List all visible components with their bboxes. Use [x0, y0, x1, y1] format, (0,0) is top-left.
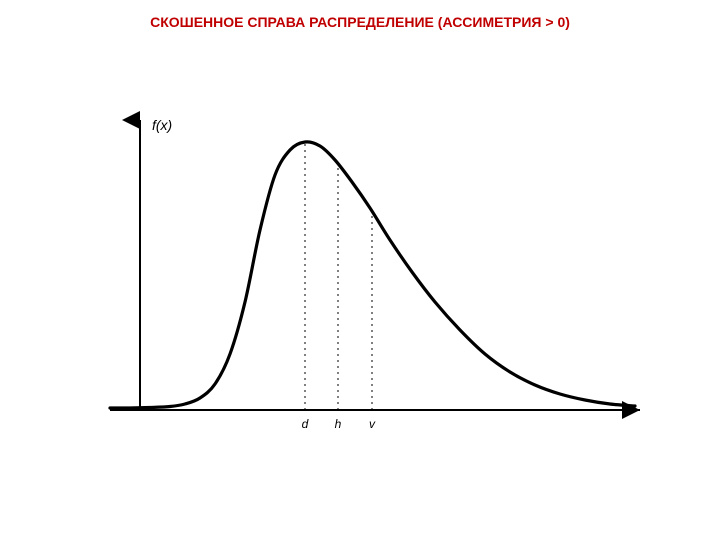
y-axis-label: f(x): [152, 117, 172, 133]
chart-container: f(x)xdhv: [0, 30, 720, 440]
distribution-chart: f(x)xdhv: [0, 30, 640, 440]
chart-title: СКОШЕННОЕ СПРАВА РАСПРЕДЕЛЕНИЕ (АССИМЕТР…: [0, 0, 720, 30]
reference-line-label: d: [302, 417, 309, 431]
reference-line-label: v: [369, 417, 376, 431]
chart-title-text: СКОШЕННОЕ СПРАВА РАСПРЕДЕЛЕНИЕ (АССИМЕТР…: [150, 14, 570, 30]
reference-line-label: h: [335, 417, 342, 431]
distribution-curve: [110, 142, 635, 408]
